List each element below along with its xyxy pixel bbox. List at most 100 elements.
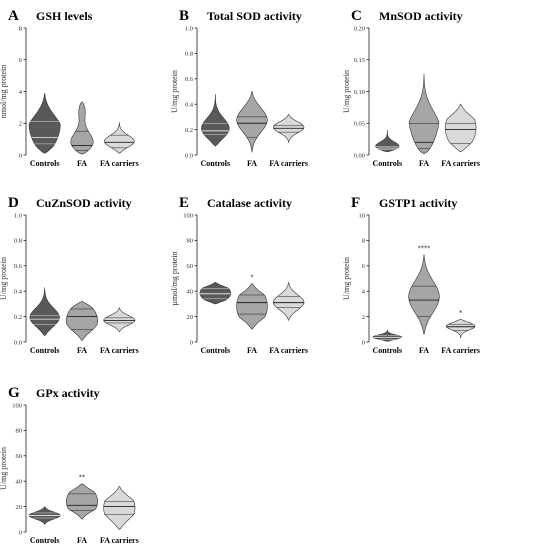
y-tick-label: 80 [187, 238, 194, 245]
x-category-label: Controls [373, 346, 403, 355]
x-category-label: FA [419, 159, 429, 168]
y-tick-label: 0 [362, 339, 365, 346]
x-category-label: Controls [30, 159, 60, 168]
y-axis-label: U/mg protein [342, 257, 351, 300]
y-tick-label: 40 [16, 479, 23, 486]
violin-fa [66, 301, 98, 342]
y-tick-label: 0 [19, 152, 22, 159]
panel-letter: D [8, 195, 19, 211]
x-category-label: Controls [30, 536, 60, 545]
y-axis-label: U/mg protein [342, 70, 351, 113]
y-tick-label: 100 [12, 402, 22, 409]
y-tick-label: 40 [187, 289, 194, 296]
x-category-label: FA [247, 346, 257, 355]
violin-fa [236, 90, 268, 153]
violin-fa-carriers [445, 318, 476, 339]
violin-controls [29, 287, 60, 337]
violin-fa [70, 101, 94, 155]
y-tick-label: 8 [19, 25, 22, 32]
violin-controls [199, 281, 232, 305]
panel-d: D CuZnSOD activity 0.0 0.2 0.4 0.6 0.8 1.0 U/mg … [0, 195, 139, 355]
panel-c: C MnSOD activity 0.00 0.05 0.10 0.15 0.20 U/mg … [342, 8, 480, 168]
panel-b: B Total SOD activity 0.0 0.2 0.4 0.6 0.8 1.0 U/m… [170, 8, 308, 168]
y-axis-label: nmol/mg protein [0, 65, 8, 119]
y-axis-label: µmol/mg protein [170, 251, 179, 305]
y-tick-label: 0.8 [185, 51, 193, 58]
x-category-label: FA [77, 346, 87, 355]
y-tick-label: 0.0 [14, 339, 22, 346]
y-tick-label: 0.4 [185, 102, 194, 109]
y-tick-label: 10 [359, 212, 366, 219]
y-tick-label: 4 [19, 89, 23, 96]
y-tick-label: 0.6 [14, 263, 23, 270]
panel-g: G GPx activity 0 20 40 60 80 100 U/mg protein Con… [0, 385, 139, 545]
y-tick-label: 80 [16, 428, 23, 435]
panel-title: Catalase activity [207, 196, 292, 210]
y-tick-label: 6 [19, 57, 23, 64]
panel-title: MnSOD activity [379, 9, 463, 23]
y-tick-label: 0 [19, 529, 22, 536]
y-tick-label: 0.8 [14, 238, 22, 245]
panel-title: CuZnSOD activity [36, 196, 132, 210]
x-category-label: FA carriers [100, 346, 139, 355]
y-tick-label: 0.2 [185, 127, 193, 134]
y-tick-label: 0.20 [354, 25, 365, 32]
violin-fa [66, 483, 98, 520]
significance-marker: **** [418, 244, 430, 253]
significance-marker: * [250, 274, 253, 283]
panel-letter: F [351, 195, 360, 211]
x-category-label: FA carriers [100, 536, 139, 545]
violin-fa-carriers [444, 103, 477, 153]
panel-e: E Catalase activity 0 20 40 60 80 100 µmol/mg pr… [170, 195, 308, 355]
panel-letter: E [179, 195, 189, 211]
panel-title: GPx activity [36, 386, 100, 400]
panel-letter: A [8, 8, 19, 24]
panel-letter: B [179, 8, 189, 24]
violin-controls [375, 129, 400, 153]
x-category-label: Controls [30, 346, 60, 355]
x-category-label: FA carriers [100, 159, 139, 168]
panel-f: F GSTP1 activity 0 2 4 6 8 10 U/mg protein Contro… [342, 195, 480, 355]
x-category-label: Controls [373, 159, 403, 168]
violin-fa [408, 73, 440, 155]
y-tick-label: 2 [362, 314, 365, 321]
violin-fa-carriers [103, 485, 136, 530]
y-tick-label: 60 [187, 263, 194, 270]
y-axis-label: U/mg protein [0, 447, 8, 490]
y-tick-label: 0.2 [14, 314, 22, 321]
y-tick-label: 0.00 [354, 152, 365, 159]
violin-controls [28, 93, 61, 154]
violin-fa [408, 254, 440, 335]
significance-marker: ** [79, 474, 85, 483]
y-tick-label: 4 [362, 289, 366, 296]
x-category-label: FA [419, 346, 429, 355]
y-tick-label: 20 [16, 504, 23, 511]
y-axis-label: U/mg protein [170, 70, 179, 113]
violin-fa-carriers [104, 122, 135, 154]
x-category-label: FA [77, 159, 87, 168]
violin-fa-carriers [103, 306, 136, 333]
panel-title: GSTP1 activity [379, 196, 457, 210]
x-category-label: FA carriers [269, 159, 308, 168]
x-category-label: FA [247, 159, 257, 168]
y-tick-label: 0.0 [185, 152, 193, 159]
x-category-label: Controls [201, 159, 231, 168]
panel-a: A GSH levels 0 2 4 6 8 nmol/mg protein Controls F… [0, 8, 139, 168]
y-tick-label: 100 [183, 212, 193, 219]
x-category-label: FA carriers [441, 159, 480, 168]
x-category-label: FA carriers [441, 346, 480, 355]
y-tick-label: 8 [362, 238, 365, 245]
significance-marker: * [459, 309, 462, 318]
y-tick-label: 6 [362, 263, 366, 270]
y-tick-label: 60 [16, 453, 23, 460]
panel-title: Total SOD activity [207, 9, 302, 23]
panel-title: GSH levels [36, 9, 93, 23]
x-category-label: Controls [201, 346, 231, 355]
y-tick-label: 0.4 [14, 289, 23, 296]
y-tick-label: 1.0 [185, 25, 193, 32]
y-tick-label: 1.0 [14, 212, 22, 219]
x-category-label: FA [77, 536, 87, 545]
y-tick-label: 0 [190, 339, 193, 346]
violin-fa-carriers [273, 282, 305, 322]
